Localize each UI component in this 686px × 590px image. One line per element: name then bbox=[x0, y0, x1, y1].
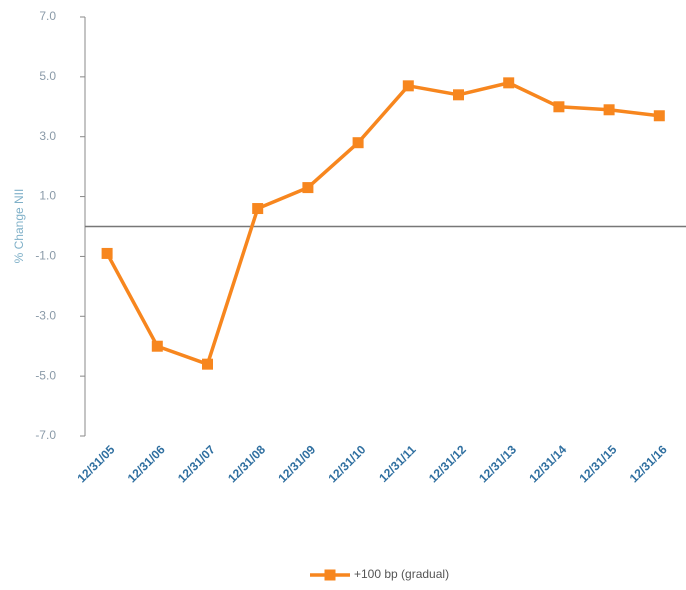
point bbox=[603, 104, 615, 116]
series-line bbox=[105, 81, 660, 366]
point bbox=[402, 80, 414, 92]
point bbox=[202, 358, 213, 370]
y-tick-label: -1.0 bbox=[35, 249, 56, 263]
point bbox=[352, 137, 364, 149]
y-tick-label: -5.0 bbox=[35, 368, 56, 382]
point bbox=[653, 110, 665, 122]
y-tick-label: 5.0 bbox=[39, 69, 56, 83]
legend-marker bbox=[324, 569, 336, 581]
point bbox=[252, 203, 264, 215]
x-tick-label: 12/31/08 bbox=[225, 442, 268, 485]
point bbox=[151, 340, 163, 352]
x-tick-label: 12/31/09 bbox=[275, 442, 318, 485]
point bbox=[302, 182, 314, 194]
x-tick-label: 12/31/10 bbox=[326, 442, 369, 485]
point bbox=[553, 101, 565, 113]
legend-label: +100 bp (gradual) bbox=[354, 567, 449, 581]
y-axis-label: % Change NII bbox=[12, 189, 26, 264]
x-tick-label: 12/31/07 bbox=[175, 442, 218, 485]
x-tick-label: 12/31/05 bbox=[75, 442, 118, 485]
x-tick-label: 12/31/06 bbox=[125, 442, 168, 485]
x-tick-label: 12/31/12 bbox=[426, 442, 469, 485]
x-tick-label: 12/31/11 bbox=[376, 442, 419, 485]
y-tick-label: -3.0 bbox=[35, 308, 56, 322]
point bbox=[101, 247, 113, 259]
x-tick-label: 12/31/15 bbox=[577, 442, 620, 485]
x-tick-label: 12/31/16 bbox=[627, 442, 670, 485]
x-tick-label: 12/31/14 bbox=[526, 442, 569, 485]
point bbox=[503, 77, 515, 89]
y-tick-label: 1.0 bbox=[39, 189, 56, 203]
y-tick-label: 3.0 bbox=[39, 129, 56, 143]
y-tick-label: -7.0 bbox=[35, 428, 56, 442]
x-tick-label: 12/31/13 bbox=[476, 442, 519, 485]
y-tick-label: 7.0 bbox=[39, 9, 56, 23]
point bbox=[453, 89, 464, 101]
